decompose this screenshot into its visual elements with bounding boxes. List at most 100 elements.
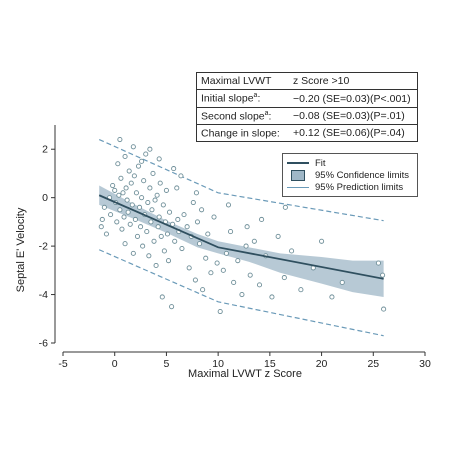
data-point — [124, 197, 130, 203]
data-point — [166, 209, 173, 215]
data-point — [130, 144, 136, 150]
data-point — [214, 260, 220, 266]
data-point — [170, 221, 176, 227]
chart-legend: Fit 95% Confidence limits 95% Prediction… — [282, 153, 418, 197]
data-point — [147, 146, 153, 152]
data-point — [123, 185, 129, 191]
data-point — [133, 190, 139, 196]
axes-layer: -5 0 5 10 15 20 25 30 -6 -4 -2 0 2 — [39, 125, 431, 370]
y-tick-label: -4 — [39, 289, 48, 301]
stats-row-change-in-slope: Change in slope: +0.12 (SE=0.06)(P=.04) — [197, 124, 417, 141]
data-point — [243, 243, 249, 249]
stats-row-label: Change in slope: — [201, 127, 280, 140]
x-tick-label: 30 — [419, 358, 431, 370]
data-point — [103, 231, 109, 237]
stats-header-label: Maximal LVWT — [201, 75, 272, 87]
data-point — [117, 207, 123, 213]
data-point — [298, 287, 304, 293]
data-point — [130, 250, 136, 256]
legend-label: 95% Prediction limits — [315, 181, 404, 193]
data-point — [156, 156, 162, 162]
data-point — [203, 255, 209, 261]
data-point — [171, 166, 177, 172]
data-point — [115, 161, 121, 167]
data-point — [151, 238, 157, 244]
data-point — [164, 231, 171, 237]
legend-swatch-prediction — [287, 182, 309, 192]
data-point — [247, 272, 253, 278]
data-point — [157, 180, 163, 186]
data-point — [289, 248, 295, 254]
data-point — [172, 238, 178, 244]
data-point — [223, 250, 229, 256]
data-point — [127, 221, 133, 227]
data-point — [281, 275, 287, 281]
data-point — [269, 294, 275, 300]
data-point — [154, 192, 160, 198]
data-point — [169, 304, 175, 310]
data-point — [193, 190, 199, 196]
data-point — [179, 245, 185, 252]
legend-label: 95% Confidence limits — [315, 169, 409, 181]
data-point — [208, 270, 214, 276]
data-point — [256, 282, 263, 288]
prediction-limit-upper — [98, 138, 384, 222]
y-axis-title: Septal E' Velocity — [15, 207, 27, 293]
data-point — [259, 216, 265, 223]
data-point — [112, 187, 118, 193]
stats-row-label: Initial slopea: — [201, 92, 261, 105]
data-point — [153, 262, 159, 269]
data-point — [181, 212, 187, 218]
stats-row-label: Second slopea: — [201, 109, 272, 123]
data-point — [125, 209, 131, 215]
data-point — [136, 204, 143, 210]
stats-header-value: z Score >10 — [293, 75, 350, 87]
stats-table: Maximal LVWT z Score >10 Initial slopea:… — [196, 72, 418, 142]
data-point — [116, 192, 122, 198]
data-point — [152, 197, 158, 203]
data-point — [119, 226, 125, 232]
data-point — [239, 292, 245, 298]
data-point — [231, 279, 237, 285]
data-point — [110, 183, 116, 189]
data-point — [99, 216, 105, 223]
x-axis-title: Maximal LVWT z Score — [188, 368, 302, 380]
stats-row-initial-slope: Initial slopea: −0.20 (SE=0.03)(P<.001) — [197, 90, 417, 107]
x-tick-label: 10 — [212, 358, 224, 370]
data-point — [339, 279, 345, 285]
data-point — [120, 190, 126, 196]
data-point — [375, 260, 382, 266]
data-point — [108, 212, 114, 218]
data-point — [118, 175, 124, 181]
data-point — [163, 187, 169, 193]
data-point — [134, 233, 141, 239]
x-tick-label: 0 — [112, 358, 118, 370]
data-point — [175, 216, 181, 223]
legend-swatch-confidence — [287, 169, 309, 181]
x-tick-label: 5 — [164, 358, 170, 370]
data-point — [381, 306, 387, 312]
data-point — [147, 185, 153, 191]
data-point — [228, 229, 234, 235]
data-point — [217, 308, 223, 315]
data-point — [244, 224, 250, 230]
legend-swatch-fit — [287, 158, 309, 168]
data-point — [122, 153, 128, 160]
data-point — [98, 224, 104, 230]
data-point — [196, 241, 203, 247]
stats-row-second-slope: Second slopea: −0.08 (SE=0.03)(P=.01) — [197, 107, 417, 124]
stats-header-row: Maximal LVWT z Score >10 — [197, 73, 417, 90]
data-point — [129, 202, 135, 208]
data-point — [117, 136, 123, 143]
data-point — [225, 202, 232, 208]
data-point — [150, 170, 156, 176]
stats-row-value: −0.20 (SE=0.03)(P<.001) — [293, 92, 411, 105]
data-point — [329, 294, 335, 300]
prediction-limit-lower — [98, 249, 384, 337]
data-point — [194, 219, 201, 225]
data-point — [141, 178, 147, 184]
legend-item-fit: Fit — [287, 157, 413, 169]
stats-row-value: −0.08 (SE=0.03)(P=.01) — [293, 110, 405, 122]
stats-row-value: +0.12 (SE=0.06)(P=.04) — [293, 127, 405, 139]
data-point — [184, 224, 190, 230]
